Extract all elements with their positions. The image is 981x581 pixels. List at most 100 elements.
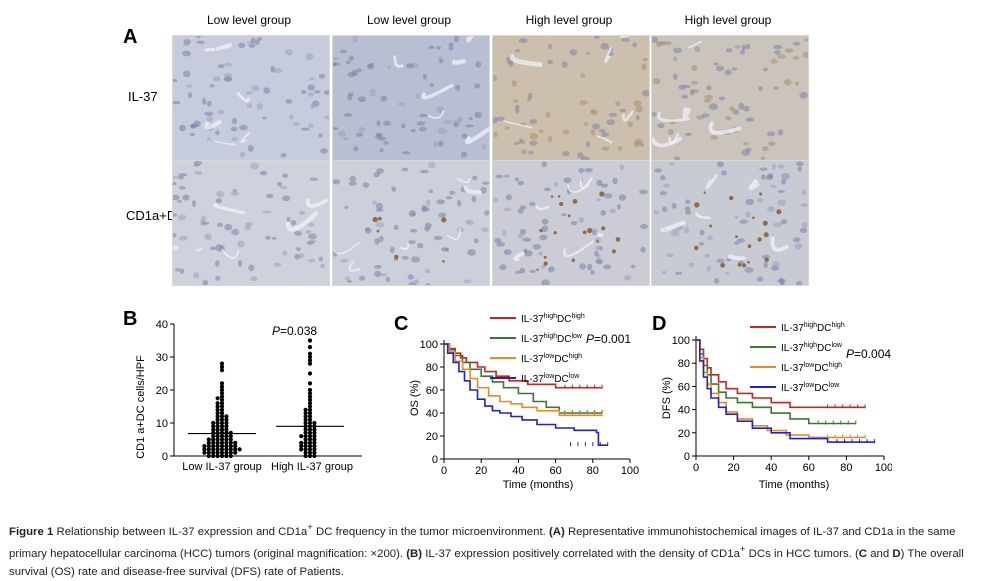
cell-nucleus: [773, 86, 780, 90]
cell-nucleus: [594, 245, 603, 251]
cell-nucleus: [721, 170, 728, 176]
data-point: [219, 411, 225, 416]
data-point: [303, 444, 308, 449]
cell-nucleus: [453, 36, 460, 43]
cell-nucleus: [504, 126, 510, 130]
y-tick-label: 40: [426, 408, 438, 420]
data-point: [228, 437, 233, 442]
cell-nucleus: [374, 237, 380, 245]
tissue-gap: [597, 232, 604, 237]
y-tick-label: 20: [678, 428, 690, 440]
cell-nucleus: [593, 36, 600, 40]
data-point: [307, 401, 313, 406]
data-point: [211, 424, 216, 429]
data-point: [307, 437, 313, 442]
stained-cell: [582, 230, 587, 235]
tissue-gap: [204, 119, 223, 130]
micrograph-texture: [652, 36, 808, 160]
data-point: [219, 394, 225, 399]
cell-nucleus: [495, 174, 504, 179]
cell-nucleus: [288, 114, 294, 120]
stained-cell: [394, 254, 399, 260]
cell-nucleus: [590, 109, 595, 114]
cell-nucleus: [324, 90, 329, 95]
stained-cell: [757, 237, 762, 242]
cell-nucleus: [345, 276, 351, 281]
cell-nucleus: [528, 150, 534, 155]
data-point: [211, 440, 216, 445]
cell-nucleus: [765, 174, 774, 181]
stained-cell: [536, 268, 539, 271]
cell-nucleus: [745, 43, 751, 50]
legend-sup: high: [569, 353, 582, 360]
micrograph-tile: [651, 160, 809, 286]
x-category-low: Low IL-37 group: [182, 461, 262, 473]
cell-nucleus: [238, 259, 243, 267]
x-tick-label: 40: [765, 462, 777, 474]
cell-nucleus: [561, 61, 568, 68]
cell-nucleus: [183, 70, 191, 78]
cell-nucleus: [256, 37, 263, 41]
legend-mid: DC: [817, 343, 831, 354]
cell-nucleus: [606, 119, 615, 126]
x-category-high: High IL-37 group: [271, 461, 353, 473]
data-point: [303, 453, 308, 459]
cell-nucleus: [545, 112, 551, 118]
data-point: [307, 404, 313, 409]
cell-nucleus: [608, 112, 618, 117]
tissue-gap: [535, 205, 550, 211]
km-chart-os: OS (%) Time (months) P =0.001 0 20 40 60 80 1…: [409, 313, 639, 491]
data-point: [307, 414, 313, 419]
data-point: [219, 397, 225, 402]
cell-nucleus: [369, 88, 376, 94]
cell-nucleus: [282, 173, 288, 178]
stained-cell: [752, 216, 755, 220]
cell-nucleus: [323, 115, 329, 120]
tissue-gap: [563, 240, 595, 258]
legend-base: IL-37: [781, 363, 804, 374]
cell-nucleus: [773, 44, 783, 50]
data-point: [307, 345, 313, 350]
cell-nucleus: [333, 57, 341, 61]
cell-nucleus: [504, 174, 510, 178]
tissue-gap: [446, 228, 461, 240]
tissue-gap: [708, 120, 742, 135]
data-point: [307, 453, 313, 459]
cell-nucleus: [688, 262, 695, 268]
cell-nucleus: [202, 221, 210, 225]
cell-nucleus: [380, 95, 388, 102]
cell-nucleus: [732, 109, 740, 115]
cell-nucleus: [299, 210, 306, 216]
x-tick-label: 0: [693, 462, 699, 474]
cell-nucleus: [309, 177, 319, 181]
cell-nucleus: [408, 240, 416, 245]
cell-nucleus: [685, 199, 691, 204]
column-header-3: High level group: [525, 13, 613, 27]
cell-nucleus: [601, 146, 610, 151]
cell-nucleus: [529, 269, 536, 273]
y-tick-label: 40: [678, 405, 690, 417]
tissue-gap: [513, 250, 526, 262]
km-chart-dfs: DFS (%) Time (months) P =0.004 0 20 40 60 80…: [661, 322, 892, 491]
data-point: [206, 444, 211, 449]
data-point: [303, 407, 308, 412]
cell-nucleus: [318, 256, 323, 262]
cell-nucleus: [428, 189, 433, 194]
survival-curve: [444, 343, 608, 446]
figure-caption: Figure 1 Relationship between IL-37 expr…: [9, 519, 975, 581]
tissue-gap: [579, 176, 594, 189]
cell-nucleus: [347, 279, 352, 283]
legend-mid: DC: [554, 354, 568, 365]
cell-nucleus: [617, 146, 623, 151]
data-point: [307, 387, 313, 393]
legend-label: IL-37highDChigh: [521, 313, 585, 325]
cell-nucleus: [529, 119, 538, 125]
data-point: [228, 440, 233, 445]
cell-nucleus: [767, 141, 776, 147]
cell-nucleus: [437, 127, 447, 135]
cell-nucleus: [562, 151, 570, 157]
x-axis-label: Time (months): [503, 479, 574, 491]
micrograph-tile: [332, 160, 490, 286]
cell-nucleus: [744, 267, 754, 273]
cell-nucleus: [627, 121, 633, 128]
